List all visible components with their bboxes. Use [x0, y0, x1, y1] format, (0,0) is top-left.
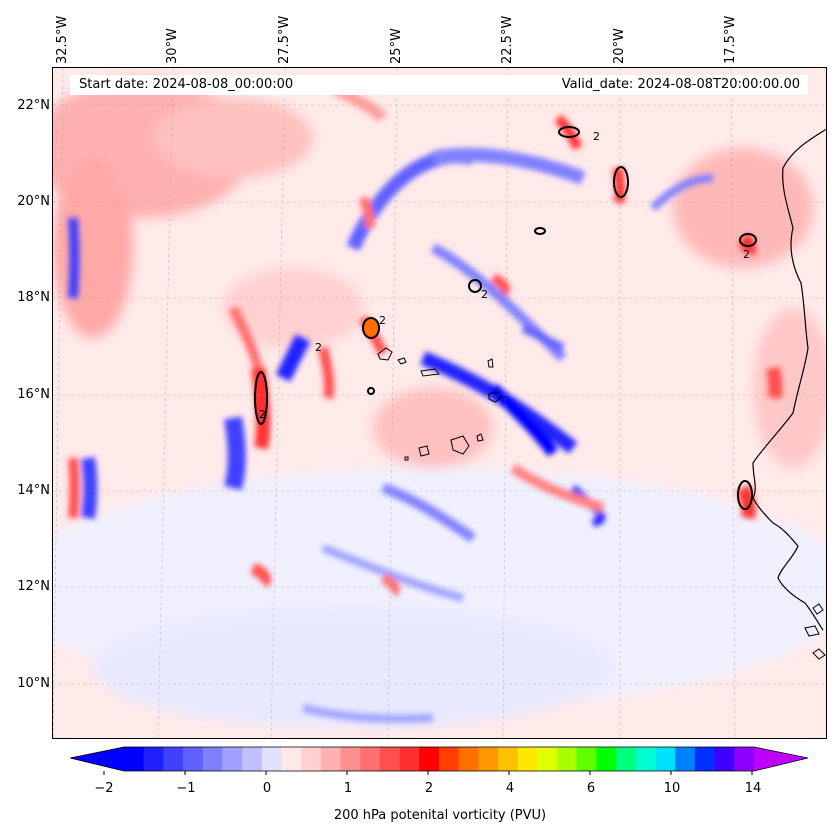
colorbar-swatch	[202, 747, 223, 771]
colorbar-swatch	[655, 747, 676, 771]
colorbar-swatch	[714, 747, 735, 771]
colorbar-outline	[70, 746, 809, 772]
colorbar-swatch	[242, 747, 263, 771]
colorbar-swatch	[498, 747, 519, 771]
lat-label: 14°N	[17, 483, 50, 498]
lat-label: 22°N	[17, 98, 50, 113]
colorbar-swatch	[124, 747, 145, 771]
colorbar-over-arrow	[754, 747, 808, 771]
lon-label: 30°W	[165, 28, 180, 64]
contour-label: 2	[481, 288, 488, 301]
colorbar-swatch	[517, 747, 538, 771]
contour-label: 2	[743, 248, 750, 261]
lat-label: 18°N	[17, 290, 50, 305]
colorbar-under-arrow	[70, 747, 124, 771]
date-info-box: Start date: 2024-08-08_00:00:00 Valid_da…	[70, 75, 808, 95]
contour-label: 2	[315, 341, 322, 354]
cb-tick-label: 2	[424, 781, 434, 796]
colorbar-swatch	[143, 747, 164, 771]
colorbar-swatch	[183, 747, 204, 771]
contour-label: 2	[593, 130, 600, 143]
colorbar-swatch	[694, 747, 716, 771]
colorbar-swatch	[478, 747, 499, 771]
pv-2-contours	[254, 126, 757, 510]
pv-map-panel: 2 2 2 2 2 2	[52, 67, 827, 739]
lat-label: 12°N	[17, 579, 50, 594]
cb-tick-label: 4	[505, 781, 515, 796]
graticule	[53, 68, 826, 738]
cb-tick-label: 6	[586, 781, 596, 796]
valid-date: Valid_date: 2024-08-08T20:00:00.00	[561, 77, 800, 92]
colorbar-swatch	[616, 747, 637, 771]
start-date: Start date: 2024-08-08_00:00:00	[79, 77, 294, 92]
colorbar-swatch	[537, 747, 558, 771]
contour-label: 2	[259, 408, 266, 421]
lon-label: 27.5°W	[277, 15, 292, 64]
cb-tick-label: −1	[176, 781, 196, 796]
contour-label: 2	[379, 314, 386, 327]
lat-label: 20°N	[17, 194, 50, 209]
colorbar-swatch	[596, 747, 617, 771]
cb-tick-label: 1	[343, 781, 353, 796]
colorbar-label: 200 hPa potenital vorticity (PVU)	[333, 808, 547, 823]
colorbar-swatch	[379, 747, 401, 771]
colorbar-swatch	[320, 747, 342, 771]
colorbar-swatch	[399, 747, 420, 771]
lat-label: 16°N	[17, 387, 50, 402]
cb-tick-label: −2	[94, 781, 114, 796]
cb-tick-label: 10	[663, 781, 681, 796]
colorbar-swatch	[222, 747, 243, 771]
cb-tick-label: 14	[744, 781, 762, 796]
colorbar-swatch	[261, 747, 282, 771]
colorbar-swatch	[675, 747, 696, 771]
cb-tick-label: 0	[262, 781, 272, 796]
colorbar-swatch	[281, 747, 302, 771]
colorbar-swatch	[576, 747, 597, 771]
colorbar-swatch	[734, 747, 755, 771]
colorbar-swatch	[360, 747, 381, 771]
lon-label: 17.5°W	[723, 15, 738, 64]
pv-field: 2 2 2 2 2 2	[53, 68, 826, 738]
colorbar-swatch	[340, 747, 361, 771]
lon-label: 22.5°W	[500, 15, 515, 64]
colorbar-swatch	[635, 747, 657, 771]
colorbar-swatch	[163, 747, 184, 771]
colorbar	[70, 746, 809, 775]
island-outlines	[377, 347, 502, 461]
colorbar-swatch	[419, 747, 440, 771]
lat-label: 10°N	[17, 676, 50, 691]
colorbar-swatches	[124, 747, 755, 771]
colorbar-swatch	[458, 747, 479, 771]
colorbar-ticks	[103, 771, 753, 775]
coastline-islands	[804, 603, 826, 660]
colorbar-swatch	[557, 747, 578, 771]
lon-label: 32.5°W	[55, 15, 70, 64]
colorbar-swatch	[439, 747, 460, 771]
colorbar-swatch	[301, 747, 322, 771]
lon-label: 20°W	[612, 28, 627, 64]
lon-label: 25°W	[389, 28, 404, 64]
coastline	[752, 128, 826, 631]
